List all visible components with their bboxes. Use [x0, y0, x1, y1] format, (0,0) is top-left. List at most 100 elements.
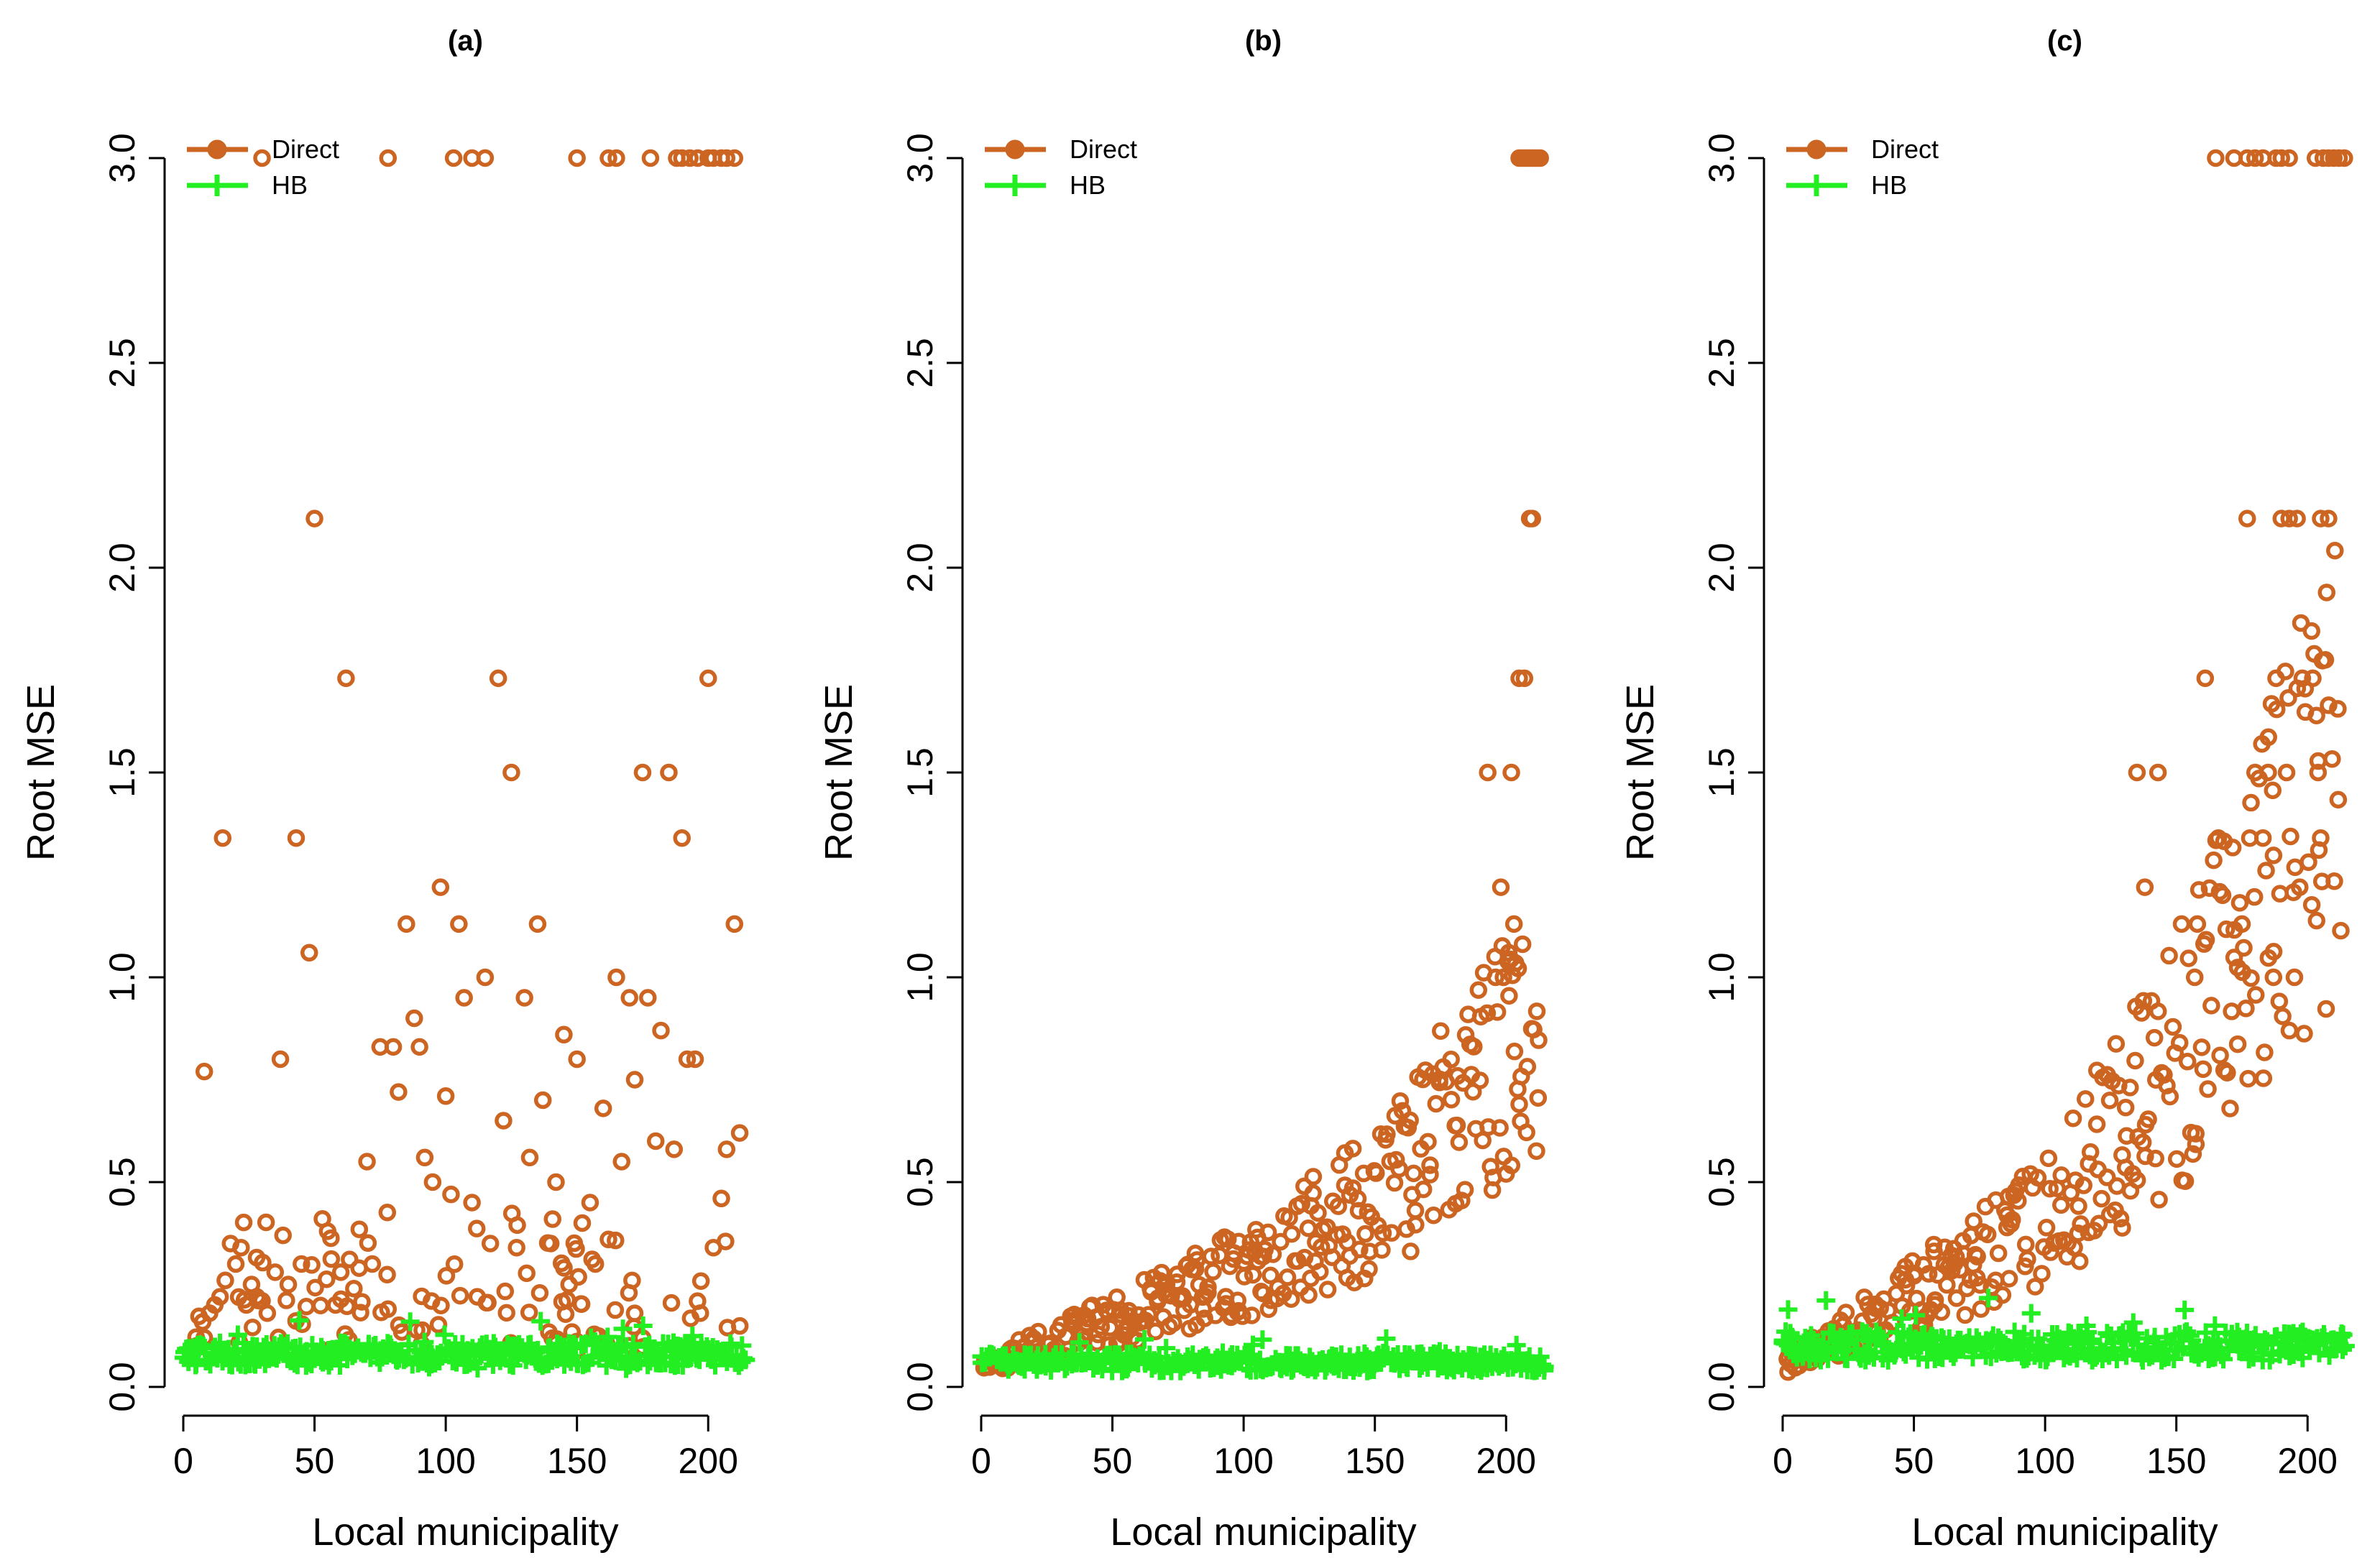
- data-point-direct: [358, 1153, 376, 1171]
- data-point-direct: [1871, 1299, 1889, 1317]
- data-point-direct: [2069, 1225, 2087, 1242]
- data-point-direct: [1378, 1125, 1396, 1143]
- data-point-direct: [1972, 1300, 1990, 1318]
- x-tick-label: 100: [415, 1441, 475, 1481]
- data-point-hb: [1253, 1330, 1272, 1350]
- data-point-direct: [1492, 878, 1510, 896]
- data-point-direct: [1259, 1223, 1277, 1242]
- x-tick-label: 50: [1093, 1441, 1133, 1481]
- data-point-direct: [2134, 992, 2153, 1010]
- data-point-direct: [607, 968, 625, 987]
- data-point-direct: [1356, 1225, 1374, 1243]
- panel-title: (c): [2047, 25, 2082, 57]
- data-point-direct: [2256, 1043, 2274, 1061]
- data-point-direct: [2264, 781, 2282, 800]
- data-point-direct: [1390, 1160, 1408, 1178]
- data-point-direct: [1233, 1307, 1251, 1325]
- data-point-direct: [1481, 1158, 1499, 1176]
- data-point-direct: [2277, 763, 2296, 782]
- data-point-direct: [2178, 1053, 2197, 1071]
- y-axis-label: Root MSE: [1619, 684, 1662, 861]
- data-point-direct: [646, 1132, 665, 1150]
- data-point-direct: [1487, 968, 1504, 987]
- data-point-direct: [730, 1316, 749, 1335]
- data-point-direct: [413, 1287, 431, 1306]
- data-point-direct: [1405, 1164, 1423, 1183]
- data-point-direct: [567, 1240, 585, 1258]
- data-point-direct: [476, 149, 495, 167]
- data-point-direct: [1510, 1095, 1528, 1113]
- data-point-direct: [2064, 1110, 2082, 1127]
- data-point-direct: [437, 1267, 456, 1285]
- data-point-direct: [660, 763, 678, 782]
- data-point-direct: [1499, 944, 1518, 962]
- data-point-hb: [613, 1319, 633, 1339]
- data-point-direct: [606, 1301, 625, 1319]
- data-point-direct: [2069, 1197, 2087, 1215]
- data-point-direct: [2190, 881, 2208, 899]
- data-point-direct: [1318, 1281, 1337, 1299]
- data-point-direct: [2237, 1000, 2255, 1018]
- data-point-direct: [528, 915, 547, 933]
- panel-a: (a) Local municipality Root MSE 0 50 100 15…: [19, 25, 755, 1554]
- data-point-direct: [2070, 1252, 2089, 1270]
- data-point-direct: [2316, 650, 2335, 669]
- data-point-direct: [625, 1071, 644, 1089]
- data-point-direct: [266, 1263, 285, 1281]
- data-point-hb: [1135, 1329, 1154, 1349]
- data-point-direct: [639, 989, 657, 1007]
- legend-marker-direct: [1005, 139, 1025, 160]
- data-point-direct: [502, 763, 520, 782]
- panel-title: (a): [448, 25, 483, 57]
- data-point-direct: [2213, 886, 2232, 905]
- data-point-direct: [415, 1148, 434, 1167]
- data-point-direct: [2100, 1092, 2119, 1110]
- x-tick-label: 200: [1476, 1441, 1536, 1481]
- data-point-hb: [2335, 1337, 2355, 1356]
- data-point-direct: [2211, 1046, 2229, 1064]
- y-tick-label: 2.0: [1701, 543, 1742, 593]
- data-point-direct: [2155, 1066, 2173, 1084]
- data-point-hb: [400, 1312, 420, 1332]
- y-tick-label: 2.0: [102, 543, 142, 593]
- x-tick-label: 150: [2146, 1441, 2206, 1481]
- data-point-direct: [673, 829, 691, 847]
- data-point-direct: [287, 829, 305, 847]
- data-point-direct: [2149, 1002, 2167, 1020]
- data-point-direct: [2039, 1149, 2058, 1168]
- data-point-direct: [497, 1304, 515, 1322]
- data-point-direct: [2041, 1180, 2059, 1198]
- data-point-direct: [686, 1050, 704, 1069]
- data-point-direct: [1515, 669, 1534, 688]
- data-point-direct: [322, 1229, 340, 1248]
- y-tick-label: 3.0: [102, 133, 142, 183]
- data-point-direct: [467, 1219, 486, 1237]
- legend-marker-hb: [1806, 175, 1827, 196]
- data-point-direct: [496, 1282, 515, 1301]
- data-point-direct: [2259, 728, 2277, 747]
- data-point-hb: [598, 1327, 617, 1347]
- y-tick-label: 0.0: [900, 1362, 940, 1412]
- data-point-direct: [378, 1265, 396, 1284]
- data-point-direct: [254, 1253, 272, 1272]
- data-point-direct: [2238, 509, 2256, 527]
- data-point-direct: [1312, 1238, 1331, 1256]
- data-point-direct: [311, 1296, 330, 1314]
- data-point-direct: [555, 1259, 573, 1277]
- data-point-direct: [1343, 1140, 1362, 1158]
- data-point-direct: [2307, 706, 2325, 724]
- data-point-direct: [372, 1304, 390, 1322]
- data-point-direct: [2150, 1191, 2168, 1209]
- data-point-direct: [2242, 793, 2260, 812]
- data-point-hb: [1816, 1291, 1836, 1310]
- data-point-direct: [2285, 968, 2304, 987]
- data-point-direct: [1883, 1314, 1901, 1332]
- data-point-direct: [2116, 1099, 2135, 1117]
- data-point-direct: [2028, 1168, 2047, 1187]
- data-point-direct: [1448, 1116, 1466, 1135]
- data-point-direct: [1529, 1089, 1548, 1107]
- data-point-direct: [633, 763, 652, 782]
- data-point-direct: [2317, 584, 2336, 601]
- data-point-direct: [1419, 1133, 1437, 1151]
- data-point-direct: [2282, 827, 2299, 846]
